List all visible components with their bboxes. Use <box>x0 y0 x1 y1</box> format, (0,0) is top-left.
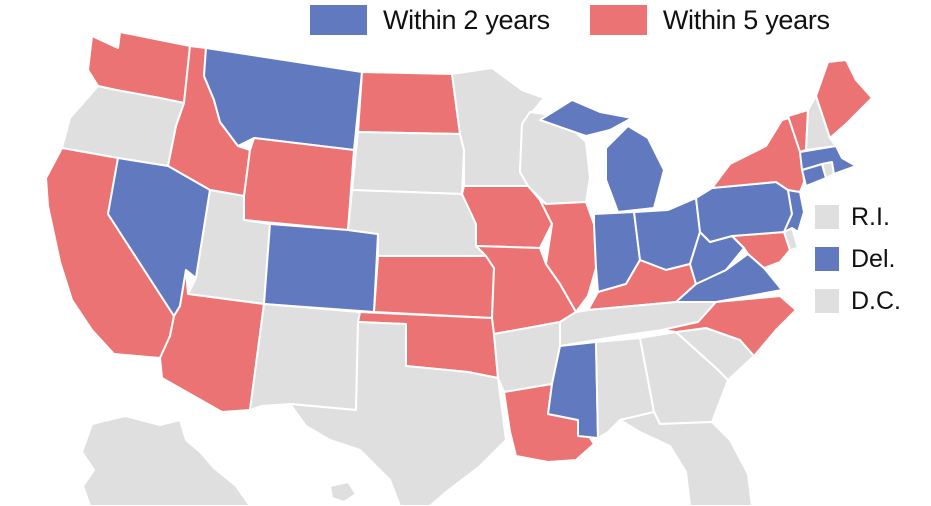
legend: Within 2 years Within 5 years <box>310 0 870 40</box>
small-state-label-de: Del. <box>851 244 896 273</box>
state-nc <box>661 295 797 357</box>
state-fl <box>619 411 753 506</box>
state-sd <box>351 131 465 195</box>
legend-swatch-within-2 <box>310 5 367 35</box>
legend-item-within-2: Within 2 years <box>310 5 550 36</box>
state-ak <box>81 415 251 506</box>
small-state-label-dc: D.C. <box>851 286 901 315</box>
state-me <box>815 59 873 139</box>
state-tx <box>289 321 507 506</box>
small-state-swatch-de <box>815 247 839 271</box>
small-states-legend: R.I. Del. D.C. <box>815 196 901 322</box>
state-nm <box>249 303 361 411</box>
state-ks <box>373 255 495 319</box>
state-pa <box>695 181 793 243</box>
small-state-row-de: Del. <box>815 238 901 280</box>
legend-item-within-5: Within 5 years <box>589 4 830 36</box>
small-state-swatch-ri <box>815 205 839 229</box>
legend-label-within-5: Within 5 years <box>662 4 830 35</box>
state-co <box>263 223 379 313</box>
state-hi <box>329 481 357 503</box>
state-mi <box>539 99 665 213</box>
small-state-row-ri: R.I. <box>815 196 901 238</box>
state-ny <box>711 115 805 193</box>
state-wi <box>519 111 591 205</box>
small-state-swatch-dc <box>815 289 839 313</box>
small-state-label-ri: R.I. <box>851 202 890 231</box>
legend-swatch-within-5 <box>589 5 647 35</box>
state-ar <box>493 321 561 393</box>
small-state-row-dc: D.C. <box>815 280 901 322</box>
legend-label-within-2: Within 2 years <box>383 4 550 35</box>
state-nd <box>357 71 461 135</box>
state-nj <box>783 189 805 233</box>
state-ma <box>799 145 857 175</box>
state-wy <box>243 137 355 231</box>
